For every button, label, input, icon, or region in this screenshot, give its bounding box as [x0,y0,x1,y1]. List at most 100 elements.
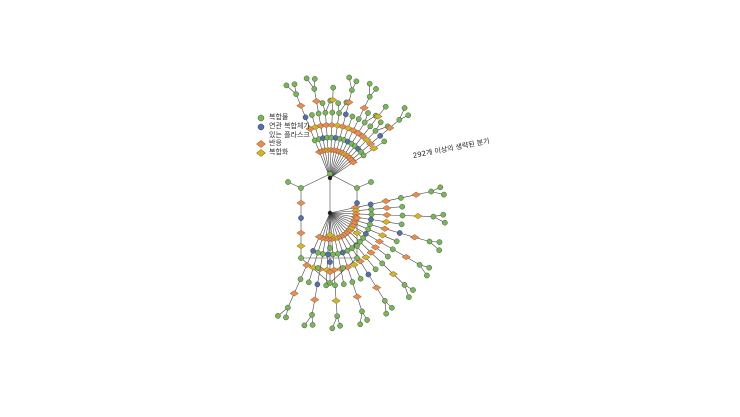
reaction-node-215 [352,214,362,222]
compound-node-7 [283,82,290,89]
compound-node-209 [354,185,360,191]
reaction-node-66 [358,133,368,140]
reaction-node-116 [410,234,420,241]
compound-node-222 [315,265,321,271]
complexation-node-104 [413,213,423,220]
reaction-node-98 [382,204,392,212]
reaction-node-54 [359,104,369,111]
complexation-node-68 [373,113,383,120]
compound-node-119 [436,247,443,253]
flask-node-151 [365,271,372,278]
edge [329,212,345,236]
compound-node-97 [368,206,375,213]
edge [329,210,356,214]
compound-node-67 [367,123,374,130]
reaction-node-221 [325,268,335,276]
compound-node-49 [349,113,356,120]
compound-node-95 [441,191,447,198]
compound-node-24 [319,100,326,106]
compound-node-135 [385,253,391,260]
edge [329,212,353,227]
reaction-node-152 [372,284,382,291]
compound-node-224 [285,179,291,185]
reaction-node-80 [385,124,395,131]
flask-node-115 [396,230,403,236]
compound-node-82 [405,112,412,119]
reaction-node-16 [311,98,322,105]
compound-node-15 [315,110,322,117]
compound-node-11 [309,112,315,118]
flask-node-109 [368,216,374,223]
compound-node-74 [377,119,384,126]
legend-label-reaction: 반응 [269,139,282,148]
compound-node-62 [365,110,371,116]
reaction-node-114 [380,225,390,232]
flask-node-125 [363,230,369,237]
compound-node-103 [399,212,406,219]
compound-node-143 [406,294,412,300]
compound-node-113 [367,221,373,228]
reaction-node-164 [352,293,362,300]
compound-node-93 [428,188,435,195]
compound-node-35 [336,110,342,116]
reaction-node-90 [381,198,391,205]
reaction-node-52 [348,127,358,134]
compound-node-18 [311,76,318,82]
flask-node-187 [314,281,321,288]
reaction-node-60 [353,130,363,137]
compound-node-179 [329,325,336,332]
compound-node-199 [297,276,304,283]
edge [329,162,354,179]
edge [329,207,356,214]
hub-node-226 [327,175,333,181]
edge [329,173,358,189]
flask-node-3 [302,114,309,121]
compound-node-217 [354,243,360,249]
compound-node-6 [291,81,298,87]
compound-node-87 [381,138,388,145]
complexation-node-140 [388,271,398,278]
reaction-node-78 [366,140,376,147]
edge [329,212,356,221]
reaction-node-138 [366,249,376,256]
compound-node-61 [361,119,368,126]
compound-node-5 [293,91,299,97]
edge [329,157,350,179]
reaction-node-200 [289,290,299,297]
flask-node-214 [354,200,360,206]
compound-node-57 [366,80,373,87]
edge [329,212,336,239]
legend-flask-icon [255,122,267,131]
compound-node-166 [364,317,370,323]
compound-node-225 [368,179,374,185]
complexation-node-30 [328,96,338,104]
flask-node-211 [298,215,304,221]
compound-node-139 [379,260,386,267]
flask-node-161 [339,249,346,256]
compound-node-189 [309,312,315,318]
compound-node-149 [349,245,355,251]
compound-node-201 [285,304,291,311]
compound-node-53 [355,116,362,122]
edge [322,212,331,238]
compound-node-117 [426,238,433,245]
compound-node-191 [301,322,308,329]
reaction-node-40 [338,123,348,130]
complexation-node-110 [381,218,391,225]
legend-item-compound: 복합물 [255,113,310,122]
compound-node-101 [368,211,375,218]
compound-node-129 [416,261,423,268]
compound-node-131 [424,272,430,279]
reaction-node-28 [327,121,337,129]
compound-node-107 [442,219,448,226]
compound-node-137 [357,238,363,245]
compound-node-73 [372,128,379,134]
compound-node-133 [360,235,366,241]
edge [329,155,348,179]
compound-node-202 [283,314,289,321]
reaction-node-128 [401,253,411,261]
compound-node-169 [335,250,341,257]
compound-node-19 [303,75,310,82]
legend-label-compound: 복합물 [269,113,289,121]
